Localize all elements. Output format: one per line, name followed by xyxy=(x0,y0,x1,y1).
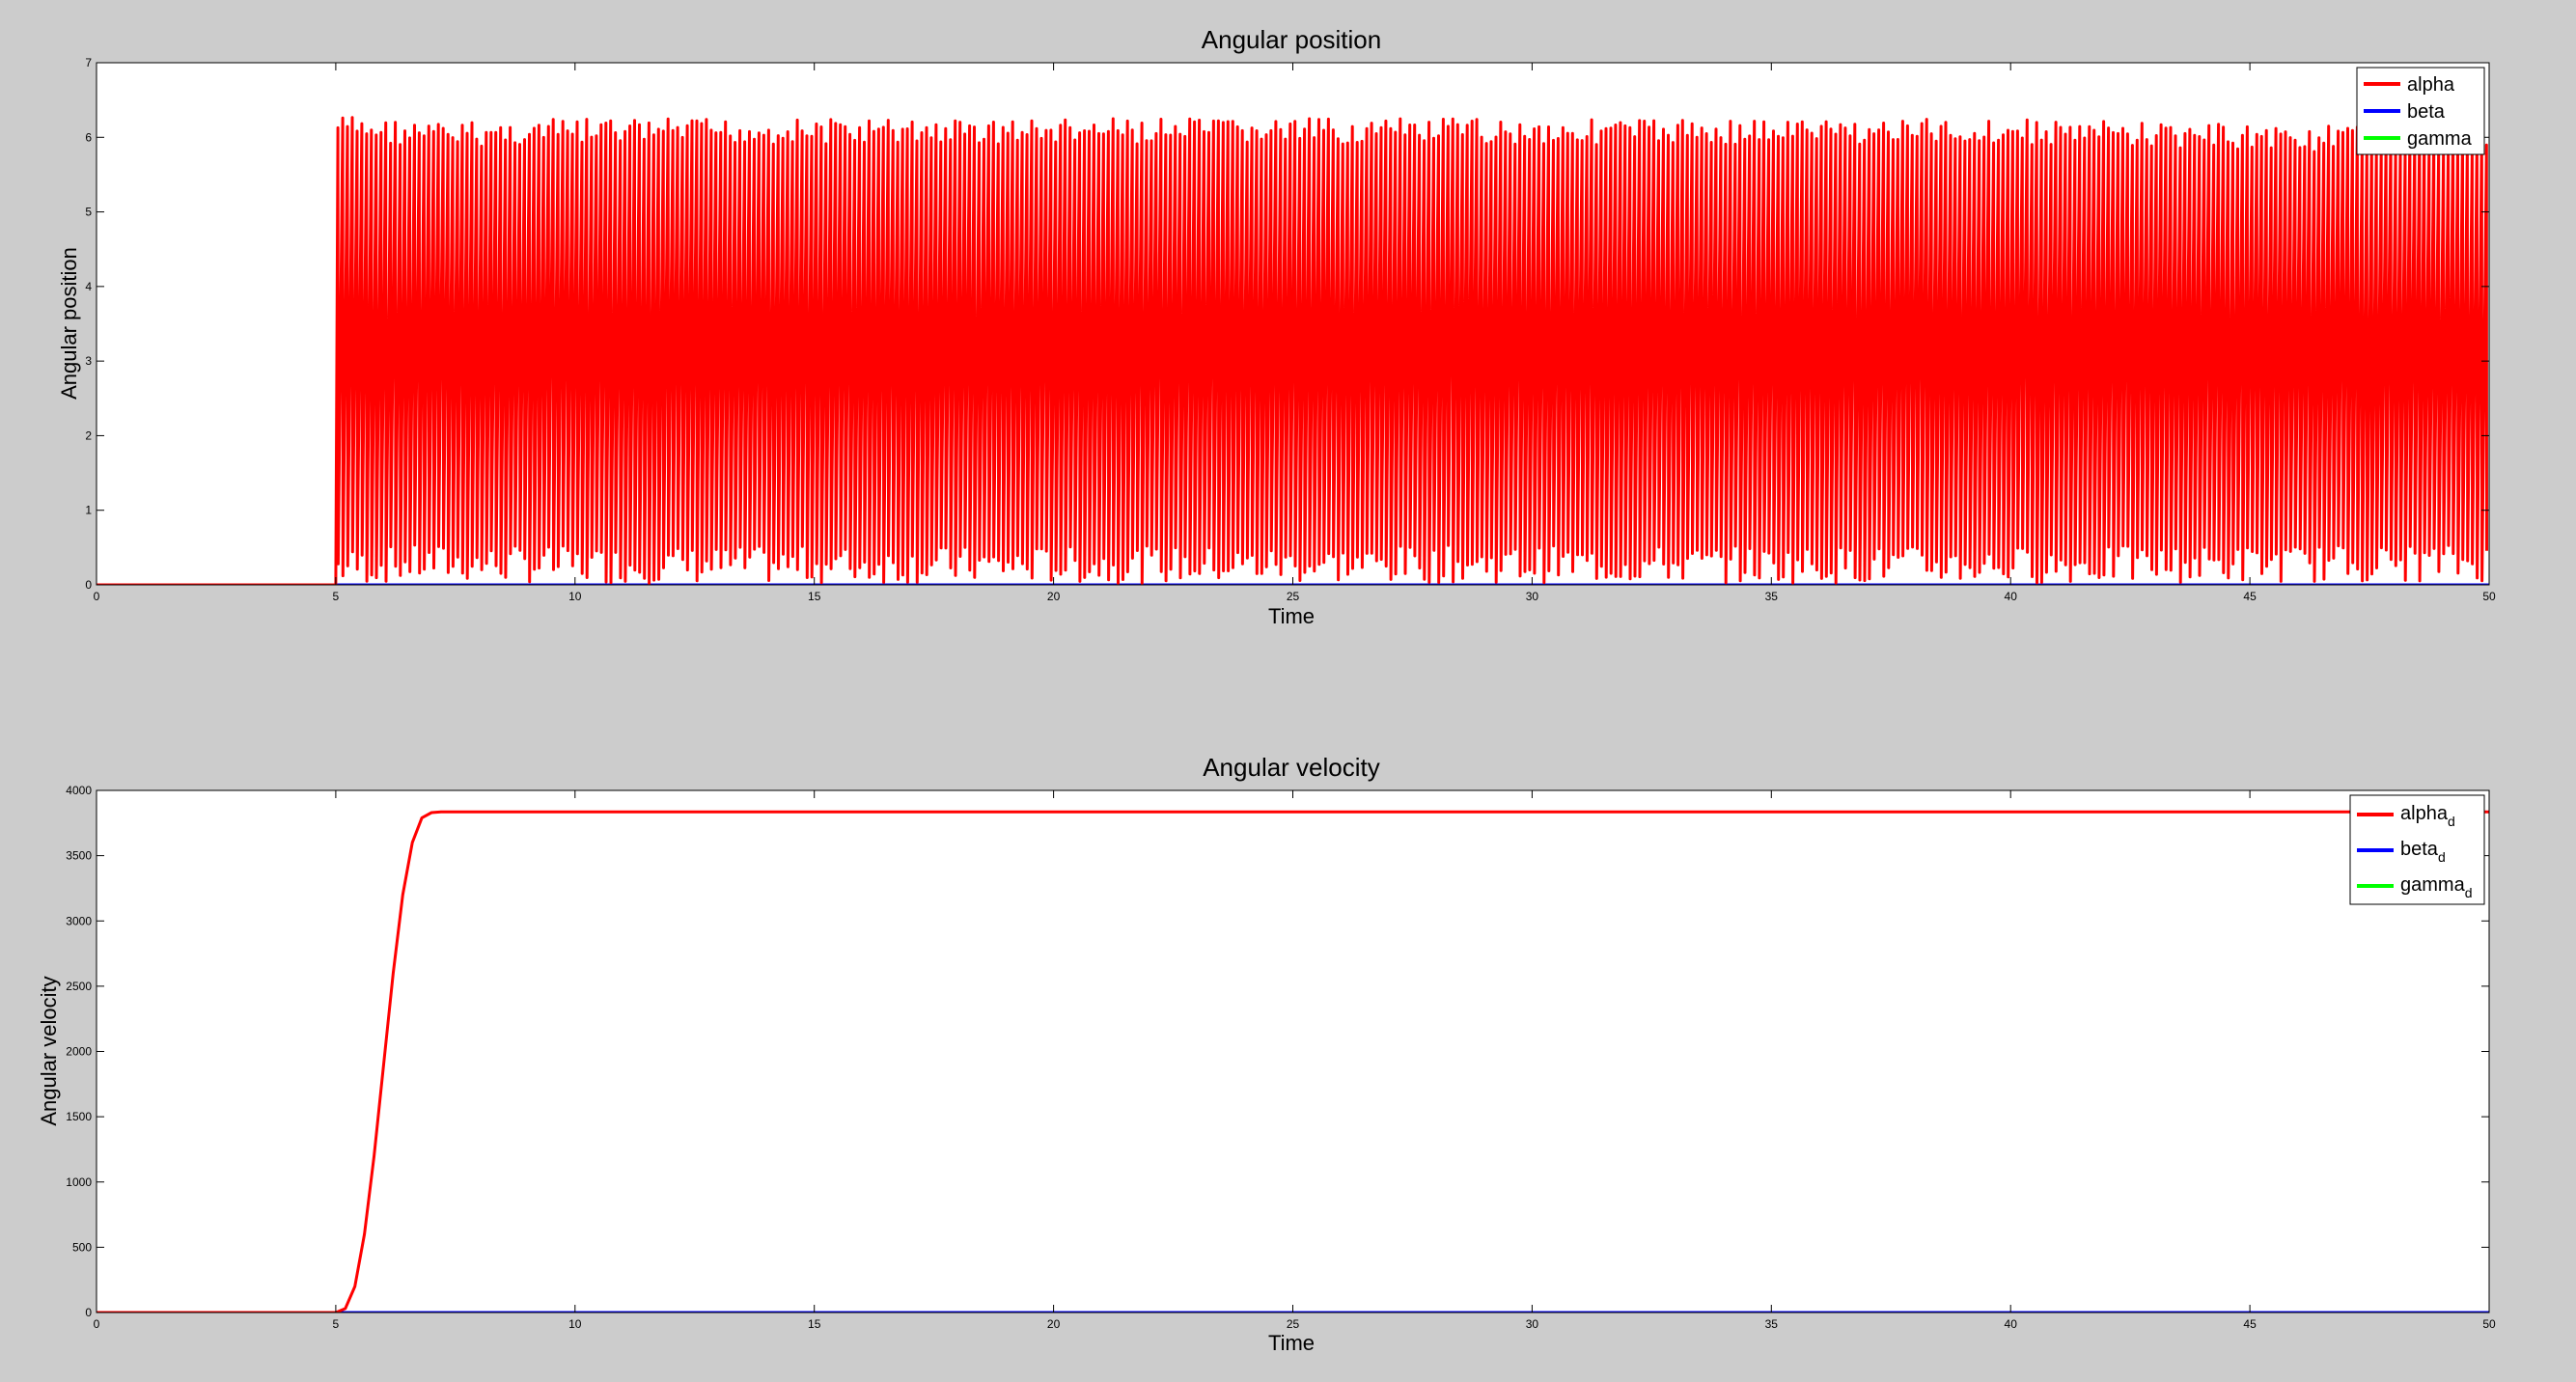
y-tick-label: 2 xyxy=(85,428,92,442)
x-tick-label: 50 xyxy=(2482,1317,2496,1331)
plot-area xyxy=(97,790,2489,1313)
y-tick-label: 4000 xyxy=(66,784,92,797)
x-tick-label: 5 xyxy=(333,590,340,603)
x-tick-label: 20 xyxy=(1047,590,1061,603)
y-axis-label: Angular position xyxy=(57,247,81,400)
x-tick-label: 45 xyxy=(2243,1317,2257,1331)
y-tick-label: 6 xyxy=(85,130,92,144)
plot-title: Angular velocity xyxy=(1203,753,1380,782)
legend-entry-gamma-d: gammad xyxy=(2400,874,2473,900)
x-tick-label: 15 xyxy=(808,1317,821,1331)
x-tick-label: 25 xyxy=(1287,590,1300,603)
y-tick-label: 7 xyxy=(85,56,92,69)
x-tick-label: 10 xyxy=(568,1317,582,1331)
x-tick-label: 5 xyxy=(333,1317,340,1331)
x-tick-label: 30 xyxy=(1526,1317,1539,1331)
y-tick-label: 1 xyxy=(85,504,92,517)
x-tick-label: 0 xyxy=(94,590,100,603)
y-tick-label: 2000 xyxy=(66,1045,92,1059)
y-tick-label: 3500 xyxy=(66,849,92,863)
x-tick-label: 10 xyxy=(568,590,582,603)
angular-velocity-plot: Angular velocity 0 5 10 15 20 25 30 35 40 45 50050… xyxy=(37,753,2496,1355)
x-tick-label: 45 xyxy=(2243,590,2257,603)
y-tick-label: 0 xyxy=(85,1306,92,1319)
x-tick-label: 20 xyxy=(1047,1317,1061,1331)
y-tick-label: 2500 xyxy=(66,980,92,993)
x-axis-label: Time xyxy=(1268,604,1315,628)
x-tick-label: 25 xyxy=(1287,1317,1300,1331)
angular-position-plot: Angular position 0 5 10 15 20 25 30 35 40 45 50012… xyxy=(57,25,2496,628)
y-axis-label: Angular velocity xyxy=(37,976,61,1125)
y-tick-label: 5 xyxy=(85,206,92,219)
y-tick-label: 1000 xyxy=(66,1175,92,1189)
y-tick-label: 500 xyxy=(72,1240,92,1254)
series-layer xyxy=(97,116,2489,585)
x-tick-label: 35 xyxy=(1765,1317,1779,1331)
y-tick-label: 0 xyxy=(85,578,92,592)
x-tick-label: 30 xyxy=(1526,590,1539,603)
legend: alphad betad gammad xyxy=(2349,794,2485,905)
x-tick-label: 35 xyxy=(1765,590,1779,603)
x-tick-label: 50 xyxy=(2482,590,2496,603)
x-tick-label: 15 xyxy=(808,590,821,603)
series-line-alpha-d xyxy=(97,810,2489,1313)
x-tick-label: 40 xyxy=(2005,590,2018,603)
legend-entry-alpha: alpha xyxy=(2407,74,2455,96)
legend-entry-beta: beta xyxy=(2407,101,2446,123)
series-line-alpha xyxy=(97,116,2488,585)
plot-title: Angular position xyxy=(1202,25,1381,54)
y-tick-label: 4 xyxy=(85,280,92,293)
x-tick-label: 0 xyxy=(94,1317,100,1331)
x-tick-label: 40 xyxy=(2005,1317,2018,1331)
x-axis-label: Time xyxy=(1268,1331,1315,1355)
legend-entry-alpha-d: alphad xyxy=(2400,803,2455,829)
y-tick-label: 1500 xyxy=(66,1110,92,1123)
y-tick-label: 3 xyxy=(85,354,92,368)
series-layer xyxy=(97,810,2489,1313)
ticks-layer: 0 5 10 15 20 25 30 35 40 45 5005001000150020002500… xyxy=(66,784,2496,1331)
y-tick-label: 3000 xyxy=(66,914,92,927)
legend-entry-beta-d: betad xyxy=(2400,839,2446,865)
legend: alpha beta gamma xyxy=(2356,67,2485,155)
legend-entry-gamma: gamma xyxy=(2407,128,2473,150)
